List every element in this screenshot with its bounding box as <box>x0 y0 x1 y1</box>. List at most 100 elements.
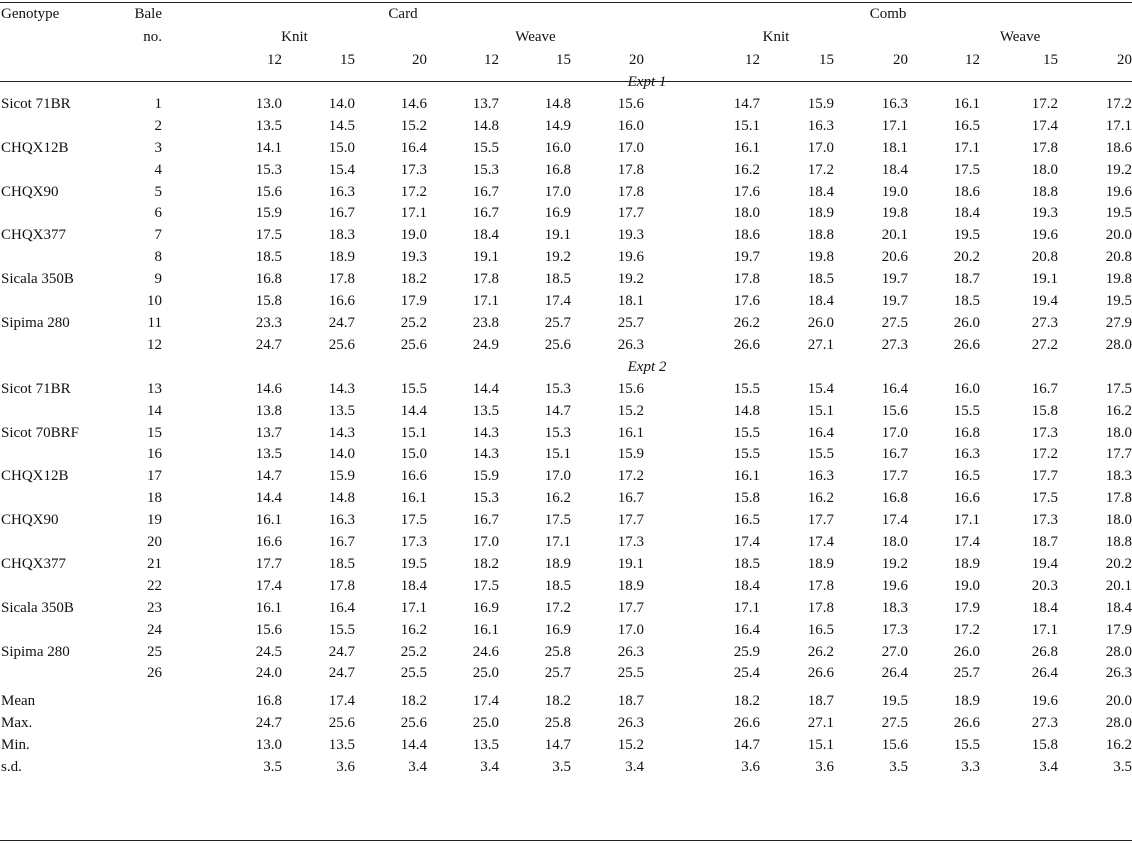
header-rule <box>0 81 1132 82</box>
comb-knit-header: Knit <box>762 29 790 45</box>
value-cell: 14.4 <box>255 490 282 507</box>
value-cell: 19.3 <box>400 249 427 266</box>
bale-cell: 20 <box>147 534 162 551</box>
summary-value-cell: 26.6 <box>733 715 761 732</box>
value-cell: 14.3 <box>472 424 499 441</box>
count-header: 15 <box>819 52 835 68</box>
value-cell: 18.9 <box>807 555 835 572</box>
value-cell: 14.9 <box>544 117 571 134</box>
value-cell: 16.1 <box>733 468 761 485</box>
header-row-1: Genotype Bale Card Comb <box>0 3 1132 26</box>
value-cell: 19.8 <box>807 249 835 266</box>
value-cell: 17.8 <box>1105 490 1132 507</box>
value-cell: 18.9 <box>328 249 355 266</box>
summary-label: Min. <box>1 737 30 754</box>
value-cell: 14.8 <box>544 95 571 112</box>
value-cell: 16.7 <box>1031 380 1059 397</box>
value-cell: 13.5 <box>255 117 282 134</box>
value-cell: 20.8 <box>1031 249 1059 266</box>
value-cell: 25.2 <box>400 643 427 660</box>
summary-value-cell: 18.7 <box>617 693 645 710</box>
value-cell: 14.0 <box>328 95 355 112</box>
value-cell: 26.6 <box>733 336 761 353</box>
summary-value-cell: 14.7 <box>544 737 571 754</box>
value-cell: 16.1 <box>400 490 427 507</box>
value-cell: 15.8 <box>255 293 282 310</box>
value-cell: 17.4 <box>881 512 909 529</box>
genotype-cell: Sicot 71BR <box>1 380 71 397</box>
value-cell: 18.5 <box>733 555 761 572</box>
table-row: 12 24.7 25.6 25.6 24.9 25.6 26.3 26.6 27.1 27.3 26… <box>0 335 1132 357</box>
value-cell: 17.3 <box>617 534 645 551</box>
value-cell: 16.1 <box>733 139 761 156</box>
bale-cell: 26 <box>147 665 162 682</box>
value-cell: 17.4 <box>733 534 761 551</box>
value-cell: 15.1 <box>544 446 571 463</box>
value-cell: 16.3 <box>807 468 835 485</box>
value-cell: 15.3 <box>544 380 571 397</box>
genotype-cell <box>0 488 110 510</box>
value-cell: 18.2 <box>400 271 427 288</box>
value-cell: 15.5 <box>733 380 761 397</box>
value-cell: 16.4 <box>733 621 761 638</box>
value-cell: 16.4 <box>881 380 909 397</box>
value-cell: 26.4 <box>881 665 909 682</box>
summary-value-cell: 28.0 <box>1105 715 1132 732</box>
value-cell: 17.5 <box>472 577 499 594</box>
summary-value-cell: 3.4 <box>408 759 427 776</box>
value-cell: 17.5 <box>953 161 981 178</box>
bale-cell: 8 <box>154 249 163 266</box>
table-row: 24 15.6 15.5 16.2 16.1 16.9 17.0 16.4 16.5 17.3 17… <box>0 620 1132 642</box>
value-cell: 18.8 <box>1105 534 1132 551</box>
count-header: 20 <box>629 52 645 68</box>
genotype-cell: CHQX12B <box>1 139 69 156</box>
value-cell: 19.6 <box>1105 183 1132 200</box>
value-cell: 17.3 <box>400 161 427 178</box>
table-row: 8 18.5 18.9 19.3 19.1 19.2 19.6 19.7 19.8 20.6 20.… <box>0 247 1132 269</box>
value-cell: 16.7 <box>472 183 499 200</box>
value-cell: 15.1 <box>807 402 835 419</box>
value-cell: 17.1 <box>1031 621 1059 638</box>
value-cell: 19.3 <box>1031 205 1059 222</box>
genotype-cell <box>0 116 110 138</box>
value-cell: 17.3 <box>400 534 427 551</box>
bale-cell: 6 <box>154 205 163 222</box>
value-cell: 16.2 <box>733 161 761 178</box>
value-cell: 15.3 <box>472 161 499 178</box>
value-cell: 16.3 <box>328 183 355 200</box>
value-cell: 17.5 <box>255 227 282 244</box>
summary-row: Max. 24.7 25.6 25.6 25.0 25.8 26.3 26.6 27.1 27.5… <box>0 713 1132 735</box>
value-cell: 17.7 <box>1105 446 1132 463</box>
summary-value-cell: 18.2 <box>544 693 571 710</box>
summary-value-cell: 18.2 <box>400 693 427 710</box>
value-cell: 17.7 <box>881 468 909 485</box>
data-table: Genotype Bale Card Comb no. Knit Weave K… <box>0 3 1132 779</box>
value-cell: 16.7 <box>328 534 355 551</box>
value-cell: 19.5 <box>400 555 427 572</box>
section-title-row: Expt 1 <box>0 72 1132 94</box>
value-cell: 16.6 <box>953 490 981 507</box>
value-cell: 18.5 <box>328 555 355 572</box>
value-cell: 13.7 <box>472 95 499 112</box>
value-cell: 18.4 <box>472 227 499 244</box>
value-cell: 15.4 <box>807 380 835 397</box>
value-cell: 17.1 <box>1105 117 1132 134</box>
value-cell: 14.0 <box>328 446 355 463</box>
value-cell: 25.8 <box>544 643 571 660</box>
value-cell: 16.8 <box>953 424 981 441</box>
value-cell: 16.7 <box>881 446 909 463</box>
value-cell: 17.8 <box>807 599 835 616</box>
value-cell: 27.1 <box>807 336 835 353</box>
value-cell: 13.7 <box>255 424 282 441</box>
genotype-cell <box>0 532 110 554</box>
header-row-3: 12 15 20 12 15 20 12 15 20 12 15 20 <box>0 49 1132 72</box>
value-cell: 15.3 <box>255 161 282 178</box>
value-cell: 15.9 <box>328 468 355 485</box>
bale-cell: 10 <box>147 293 162 310</box>
value-cell: 20.3 <box>1031 577 1059 594</box>
count-header: 12 <box>745 52 761 68</box>
summary-value-cell: 15.2 <box>617 737 645 754</box>
value-cell: 17.7 <box>807 512 835 529</box>
value-cell: 17.7 <box>617 599 645 616</box>
summary-value-cell: 18.7 <box>807 693 835 710</box>
